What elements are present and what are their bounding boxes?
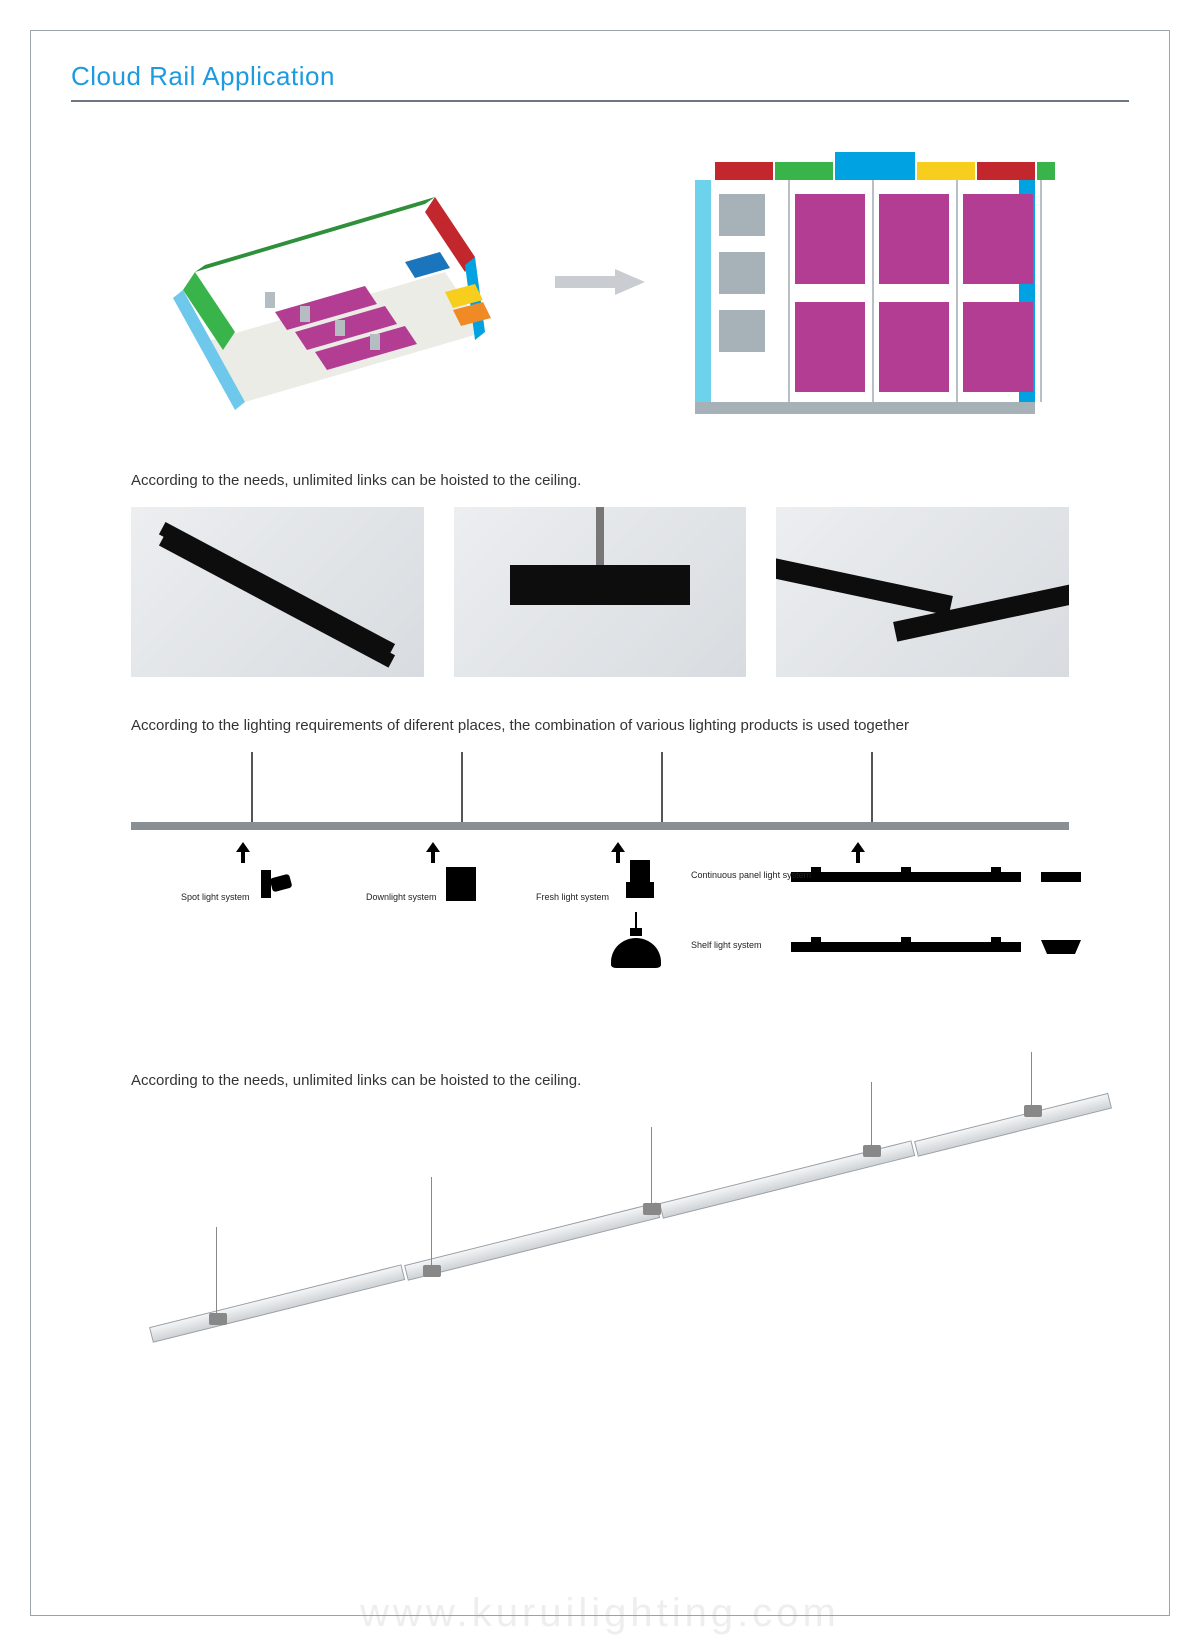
clamp-icon — [863, 1145, 881, 1157]
clamp-icon — [643, 1203, 661, 1215]
clamp-icon — [1024, 1105, 1042, 1117]
product-photo-row — [131, 507, 1069, 677]
shelf-strip — [791, 942, 1021, 952]
top-diagram-row — [71, 142, 1129, 422]
shelf-end — [1041, 940, 1081, 954]
suspension-cable — [871, 1082, 872, 1147]
rail-3d-diagram — [131, 1107, 1069, 1367]
arrow-right-icon — [555, 267, 645, 297]
suspension-cable — [431, 1177, 432, 1269]
system-label: Fresh light system — [536, 892, 609, 902]
hanger — [251, 752, 253, 822]
page-title: Cloud Rail Application — [71, 61, 1129, 92]
fresh-light-icon — [626, 860, 654, 904]
floorplan-diagram — [675, 142, 1055, 422]
arrow-up-icon — [236, 842, 250, 856]
hanger — [461, 752, 463, 822]
rail-corner-photo — [776, 507, 1069, 677]
arrow-up-icon — [426, 842, 440, 856]
spotlight-icon — [261, 870, 295, 900]
system-label: Spot light system — [181, 892, 250, 902]
suspension-cable — [651, 1127, 652, 1207]
panel-strip — [791, 872, 1021, 882]
caption-text: According to the needs, unlimited links … — [131, 1072, 1129, 1089]
panel-strip — [1041, 872, 1081, 882]
lighting-systems-diagram: Spot light system Downlight system Fresh l… — [131, 752, 1069, 1032]
rail-segment — [914, 1093, 1112, 1157]
track-bar — [131, 822, 1069, 830]
system-label: Downlight system — [366, 892, 437, 902]
caption-text: According to the lighting requirements o… — [131, 717, 1129, 734]
arrow-up-icon — [851, 842, 865, 856]
clamp-icon — [209, 1313, 227, 1325]
rail-segment — [404, 1202, 660, 1280]
clamp-icon — [423, 1265, 441, 1277]
pendant-icon — [611, 912, 661, 972]
suspension-cable — [1031, 1052, 1032, 1107]
system-label: Shelf light system — [691, 940, 762, 950]
hanger — [661, 752, 663, 822]
downlight-icon — [446, 867, 476, 901]
rail-hanger-photo — [454, 507, 747, 677]
system-label: Continuous panel light system — [691, 870, 811, 880]
arrow-up-icon — [611, 842, 625, 856]
hanger — [871, 752, 873, 822]
caption-text: According to the needs, unlimited links … — [131, 472, 1129, 489]
rail-profile-photo — [131, 507, 424, 677]
title-rule — [71, 100, 1129, 102]
suspension-cable — [216, 1227, 217, 1317]
page-frame: Cloud Rail Application According to the … — [30, 30, 1170, 1616]
isometric-layout-diagram — [145, 142, 525, 422]
rail-segment — [149, 1264, 405, 1342]
